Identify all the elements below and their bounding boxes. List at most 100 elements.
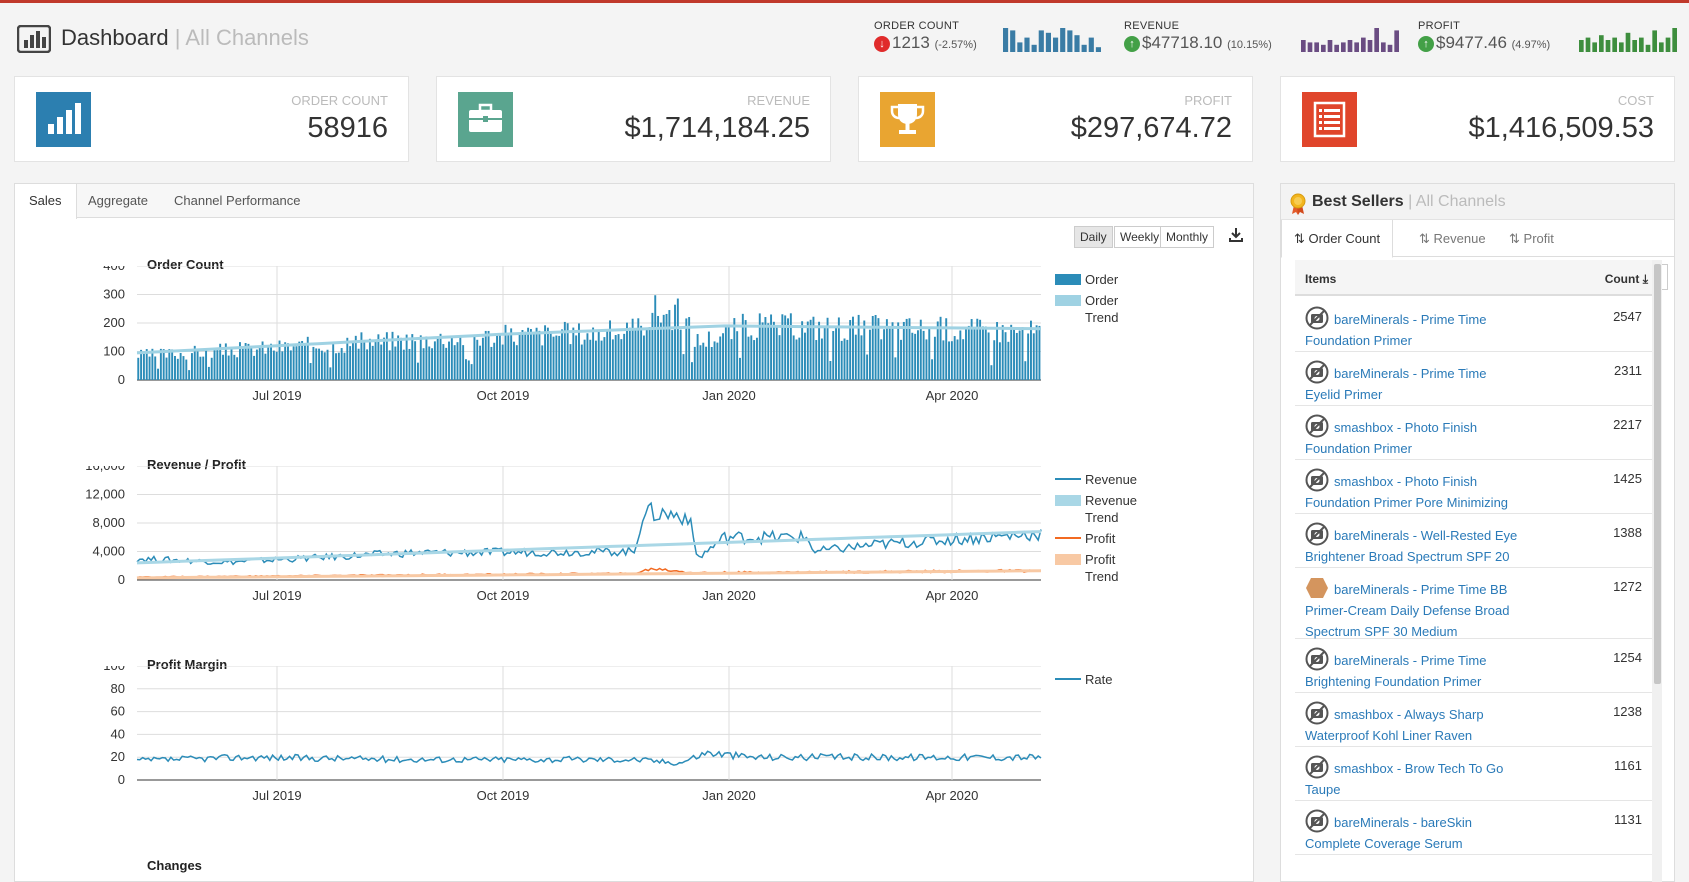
bar bbox=[578, 323, 580, 380]
list-item[interactable]: bareMinerals - Prime Time Eyelid Primer 23… bbox=[1295, 352, 1652, 406]
bar bbox=[1021, 327, 1024, 380]
bar bbox=[671, 330, 674, 380]
bar bbox=[1015, 332, 1018, 380]
bar bbox=[1018, 330, 1021, 380]
spark-bar bbox=[1367, 40, 1373, 52]
series-line bbox=[136, 750, 1042, 766]
item-count: 2547 bbox=[1613, 309, 1642, 324]
tab-channel-performance[interactable]: Channel Performance bbox=[174, 193, 301, 208]
tab-sales[interactable]: Sales bbox=[15, 184, 77, 219]
y-tick-label: 400 bbox=[103, 266, 125, 273]
page-title: Dashboard | All Channels bbox=[61, 25, 309, 51]
item-name-link[interactable]: bareMinerals - Well-Rested Eye Brightener… bbox=[1305, 522, 1555, 567]
download-icon[interactable] bbox=[1229, 227, 1243, 243]
bar bbox=[637, 318, 640, 380]
list-item[interactable]: smashbox - Brow Tech To Go Taupe 1161 bbox=[1295, 747, 1652, 801]
bar bbox=[374, 341, 377, 380]
bar bbox=[318, 348, 321, 380]
list-item[interactable]: smashbox - Photo Finish Foundation Primer… bbox=[1295, 406, 1652, 460]
bar bbox=[445, 347, 448, 380]
bar bbox=[558, 335, 561, 380]
bar bbox=[199, 356, 202, 380]
spark-bar bbox=[1321, 44, 1326, 52]
item-name-line: Primer-Cream Daily Defense Broad bbox=[1305, 603, 1510, 618]
period-weekly-button[interactable]: Weekly bbox=[1114, 226, 1166, 248]
bar bbox=[487, 330, 490, 380]
bar bbox=[787, 318, 789, 380]
item-name-link[interactable]: bareMinerals - Prime Time Foundation Prim… bbox=[1305, 306, 1555, 351]
legend-swatch bbox=[1055, 274, 1081, 285]
bar bbox=[597, 329, 600, 380]
kpi-card-revenue: REVENUE $1,714,184.25 bbox=[436, 76, 831, 162]
item-name-link[interactable]: smashbox - Brow Tech To Go Taupe bbox=[1305, 755, 1555, 800]
period-daily-button[interactable]: Daily bbox=[1074, 226, 1113, 248]
bar bbox=[185, 359, 188, 380]
best-sellers-subtitle: | All Channels bbox=[1408, 193, 1506, 210]
bar bbox=[346, 337, 349, 380]
column-header-count[interactable]: Count ⤓ bbox=[1605, 272, 1648, 287]
bar bbox=[473, 336, 476, 380]
tab-profit[interactable]: ⇅ Profit bbox=[1497, 220, 1566, 257]
list-item[interactable]: smashbox - Always Sharp Waterproof Kohl L… bbox=[1295, 693, 1652, 747]
bar bbox=[795, 339, 798, 380]
item-name-link[interactable]: bareMinerals - Prime Time Eyelid Primer bbox=[1305, 360, 1555, 405]
arrow-down-icon: ↓ bbox=[874, 36, 890, 52]
item-count: 1131 bbox=[1614, 812, 1642, 827]
tab-aggregate[interactable]: Aggregate bbox=[88, 193, 148, 208]
spark-bar bbox=[1585, 37, 1591, 52]
tab-revenue[interactable]: ⇅ Revenue bbox=[1407, 220, 1498, 257]
download-icon[interactable]: ⤓ bbox=[1642, 272, 1648, 286]
item-name-link[interactable]: smashbox - Photo Finish Foundation Primer bbox=[1305, 414, 1555, 459]
tab-order-count[interactable]: ⇅ Order Count bbox=[1281, 220, 1394, 258]
bar bbox=[758, 313, 761, 380]
best-sellers-panel: Best Sellers | All Channels ⇅ Order Coun… bbox=[1280, 183, 1675, 882]
bar bbox=[770, 314, 773, 380]
list-item[interactable]: bareMinerals - Well-Rested Eye Brightener… bbox=[1295, 514, 1652, 568]
spark-bar bbox=[1327, 40, 1333, 52]
bar bbox=[241, 347, 244, 380]
spark-bar bbox=[1612, 37, 1617, 52]
bar bbox=[662, 314, 665, 380]
item-name-link[interactable]: bareMinerals - bareSkin Complete Coverage… bbox=[1305, 809, 1555, 854]
spark-bar bbox=[1665, 37, 1671, 52]
bar bbox=[781, 314, 784, 380]
series-trend-line bbox=[136, 324, 1042, 355]
bar bbox=[617, 334, 620, 380]
bar bbox=[253, 355, 256, 380]
item-name-link[interactable]: smashbox - Always Sharp Waterproof Kohl L… bbox=[1305, 701, 1555, 746]
column-header-items[interactable]: Items bbox=[1305, 272, 1337, 286]
bar bbox=[1010, 324, 1013, 380]
item-name-link[interactable]: smashbox - Photo Finish Foundation Primer… bbox=[1305, 468, 1555, 513]
bar bbox=[826, 317, 829, 380]
bar bbox=[270, 343, 272, 380]
list-item[interactable]: bareMinerals - Prime Time Brightening Fou… bbox=[1295, 639, 1652, 693]
bar bbox=[933, 336, 936, 380]
list-item[interactable]: bareMinerals - Prime Time BB Primer-Cream… bbox=[1295, 568, 1652, 639]
column-header-count-label: Count bbox=[1604, 272, 1640, 286]
legend-label: Revenue bbox=[1085, 493, 1137, 508]
list-item[interactable]: bareMinerals - bareSkin Complete Coverage… bbox=[1295, 801, 1652, 855]
item-name-line: Complete Coverage Serum bbox=[1305, 836, 1463, 851]
bar bbox=[840, 340, 843, 380]
bar bbox=[583, 339, 586, 380]
bar bbox=[648, 327, 651, 380]
bar bbox=[1027, 333, 1030, 380]
slash bbox=[1308, 417, 1326, 435]
item-name-link[interactable]: bareMinerals - Prime Time Brightening Fou… bbox=[1305, 647, 1555, 692]
bar bbox=[628, 327, 631, 380]
scrollbar-thumb[interactable] bbox=[1654, 264, 1661, 684]
arrow-up-icon: ↑ bbox=[1124, 36, 1140, 52]
bar bbox=[750, 335, 753, 380]
list-item[interactable]: bareMinerals - Prime Time Foundation Prim… bbox=[1295, 298, 1652, 352]
period-monthly-button[interactable]: Monthly bbox=[1160, 226, 1215, 248]
bar bbox=[535, 327, 538, 380]
bar bbox=[1001, 325, 1004, 380]
bar bbox=[400, 337, 402, 380]
bar bbox=[239, 342, 241, 380]
bar bbox=[255, 349, 258, 380]
list-item[interactable]: smashbox - Photo Finish Foundation Primer… bbox=[1295, 460, 1652, 514]
item-name-link[interactable]: bareMinerals - Prime Time BB Primer-Cream… bbox=[1305, 576, 1555, 642]
kpi-value: $1,416,509.53 bbox=[1468, 112, 1654, 144]
item-count: 1272 bbox=[1613, 579, 1642, 594]
x-tick-label: Apr 2020 bbox=[926, 588, 979, 603]
